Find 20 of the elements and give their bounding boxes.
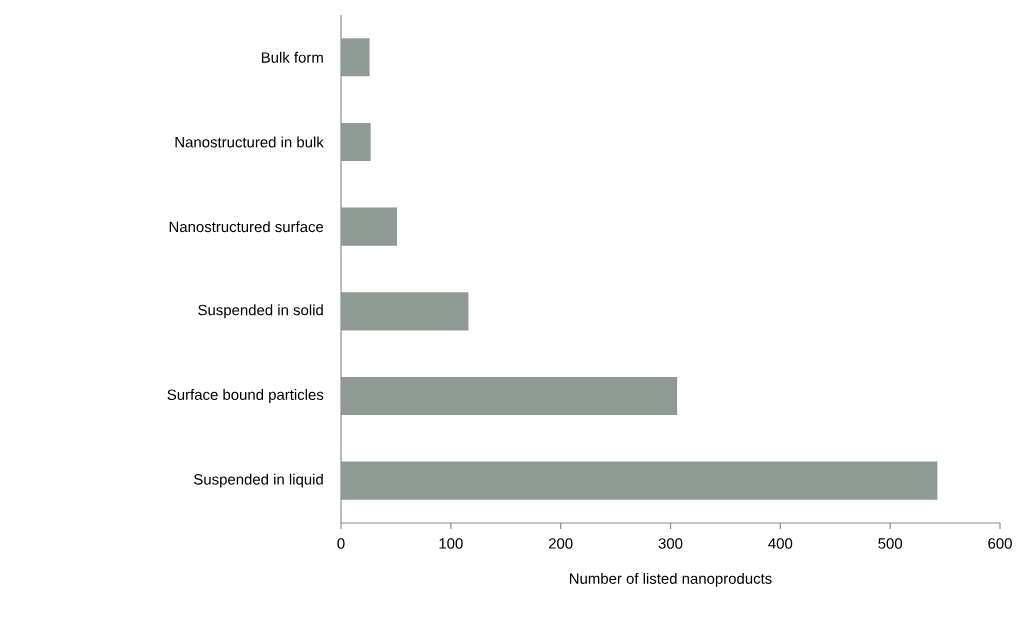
y-tick-label: Suspended in solid [198, 304, 323, 319]
y-tick-label: Nanostructured in bulk [175, 136, 324, 148]
x-tick-label: 200 [548, 538, 573, 549]
x-tick-label: 100 [439, 538, 463, 549]
y-tick-label: Bulk form [261, 51, 323, 63]
bar [341, 122, 371, 162]
x-tick-label: 300 [658, 538, 683, 549]
x-axis-title: Number of listed nanoproducts [569, 572, 772, 587]
y-tick-label: Suspended in liquid [194, 473, 323, 488]
x-tick-label: 500 [878, 538, 903, 549]
x-tick-label: 600 [988, 538, 1012, 549]
y-tick-label: Surface bound particles [167, 389, 324, 403]
bar [341, 207, 398, 246]
bar [341, 38, 370, 77]
x-tick-label: 0 [337, 538, 345, 549]
x-tick-label: 400 [768, 538, 793, 549]
y-tick-label: Nanostructured surface [169, 221, 324, 233]
bar [341, 376, 678, 416]
bar [341, 292, 469, 331]
bar [341, 461, 938, 500]
